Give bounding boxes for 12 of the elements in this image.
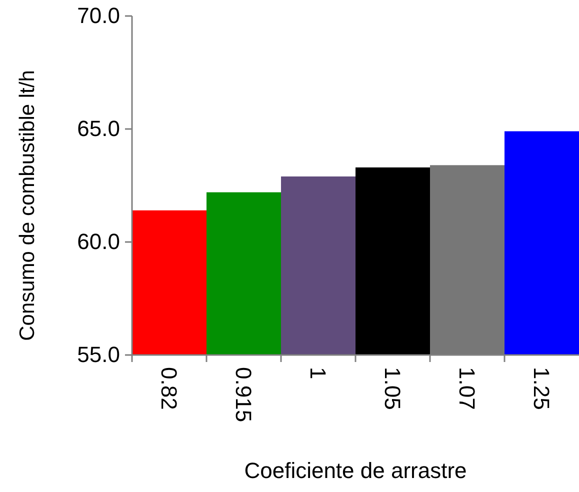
x-tick-label: 1.05 <box>380 367 406 410</box>
y-tick-label: 70.0 <box>77 3 120 28</box>
x-tick-label: 1.07 <box>454 367 480 410</box>
y-axis-title: Consumo de combustible lt/h <box>16 70 39 341</box>
y-tick-label: 65.0 <box>77 116 120 142</box>
y-tick-label: 60.0 <box>77 229 120 254</box>
y-tick-label: 55.0 <box>77 342 120 368</box>
x-axis-title: Coeficiente de arrastre <box>244 458 467 483</box>
x-tick-label: 1 <box>306 367 331 380</box>
x-tick-label: 0.82 <box>156 367 182 410</box>
x-tick-label: 1.25 <box>529 367 554 410</box>
x-tick-label: 0.915 <box>231 367 256 422</box>
